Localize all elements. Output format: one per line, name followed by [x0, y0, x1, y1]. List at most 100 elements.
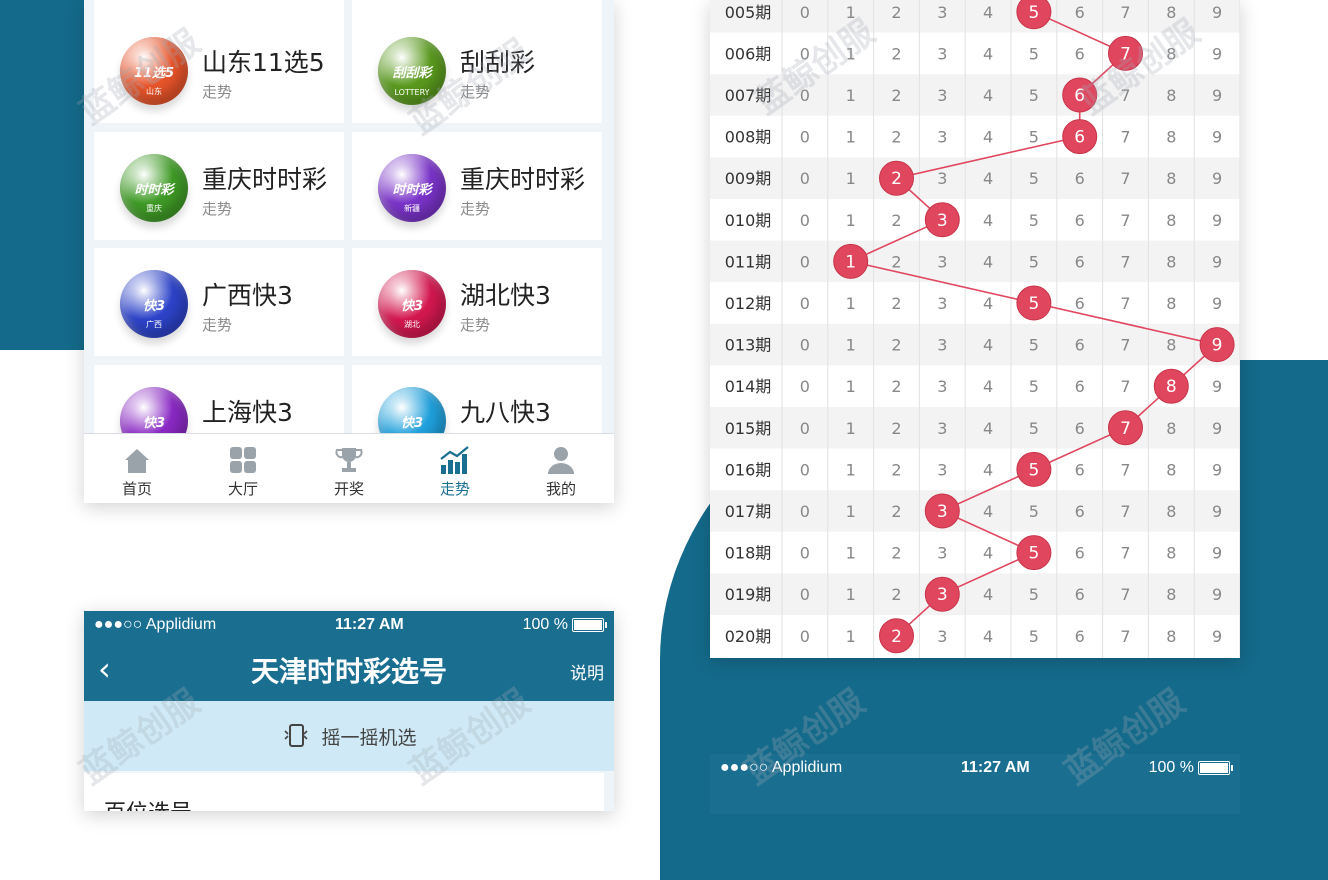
digit-cell: 1 — [846, 169, 856, 188]
digit-cell: 9 — [1212, 3, 1222, 22]
hit-number-ball — [1108, 410, 1143, 446]
digit-cell: 8 — [1166, 585, 1176, 604]
lottery-logo-icon: 刮刮彩 LOTTERY — [378, 37, 446, 105]
trend-link[interactable]: 走势 — [202, 83, 233, 101]
battery-indicator: 100 % — [523, 616, 607, 634]
hit-number: 6 — [1074, 128, 1085, 148]
digit-cell: 7 — [1120, 252, 1130, 271]
digit-cell: 4 — [983, 3, 993, 22]
digit-cell: 7 — [1120, 169, 1130, 188]
hit-number-ball — [1062, 77, 1098, 113]
period-label: 007期 — [725, 86, 772, 105]
tab-trophy[interactable]: 开奖 — [296, 434, 402, 503]
lottery-logo-text: 时时彩 — [392, 182, 432, 198]
digit-cell: 6 — [1075, 419, 1085, 438]
lottery-tile-partial[interactable] — [352, 0, 602, 16]
lottery-logo-region: 新疆 — [404, 204, 420, 213]
digit-cell: 0 — [800, 585, 810, 604]
lottery-tile[interactable]: 刮刮彩 LOTTERY 刮刮彩 走势 — [352, 15, 602, 123]
hit-number-ball — [879, 618, 914, 654]
digit-cell: 8 — [1166, 336, 1176, 355]
digit-cell: 0 — [800, 3, 810, 22]
hit-number: 3 — [937, 211, 948, 231]
lottery-logo-icon: 11选5 山东 — [120, 37, 188, 105]
digit-cell: 7 — [1120, 502, 1130, 521]
digit-cell: 9 — [1212, 169, 1222, 188]
digit-cell: 7 — [1120, 460, 1130, 479]
trend-link[interactable]: 走势 — [460, 200, 491, 218]
period-label: 016期 — [725, 460, 772, 479]
lottery-tile[interactable]: 快3 广西 广西快3 走势 — [94, 248, 344, 356]
hit-number-ball — [1062, 119, 1098, 155]
tab-grid[interactable]: 大厅 — [190, 434, 296, 503]
trend-link[interactable]: 走势 — [460, 83, 491, 101]
digit-cell: 4 — [983, 294, 993, 313]
tab-trend-chart[interactable]: 走势 — [402, 434, 508, 503]
hit-number-ball — [1153, 368, 1189, 404]
period-label: 005期 — [725, 3, 772, 22]
digit-cell: 2 — [891, 86, 901, 105]
trend-link[interactable]: 走势 — [460, 316, 491, 334]
tab-label: 大厅 — [227, 480, 258, 498]
back-chevron-icon[interactable]: ‹ — [98, 650, 111, 688]
lottery-title: 广西快3 — [202, 281, 293, 310]
digit-cell: 3 — [937, 377, 947, 396]
digit-cell: 1 — [846, 585, 856, 604]
lottery-tile[interactable]: 11选5 山东 山东11选5 走势 — [94, 15, 344, 123]
digit-cell: 1 — [846, 627, 856, 646]
period-label: 012期 — [725, 294, 772, 313]
tab-user[interactable]: 我的 — [508, 434, 614, 503]
digit-cell: 4 — [983, 86, 993, 105]
digit-cell: 6 — [1075, 252, 1085, 271]
lottery-tile[interactable]: 时时彩 新疆 重庆时时彩 走势 — [352, 132, 602, 240]
digit-cell: 5 — [1029, 627, 1039, 646]
help-button[interactable]: 说明 — [570, 664, 604, 684]
trend-link[interactable]: 走势 — [202, 316, 233, 334]
digit-cell: 1 — [846, 502, 856, 521]
digit-cell: 8 — [1166, 460, 1176, 479]
digit-cell: 8 — [1166, 44, 1176, 63]
shake-random-pick-button[interactable]: 摇一摇机选 — [84, 701, 614, 771]
hit-number-ball — [1016, 285, 1052, 321]
lottery-logo-region: 湖北 — [404, 320, 420, 329]
digit-cell: 3 — [937, 294, 947, 313]
digit-cell: 3 — [937, 252, 947, 271]
digit-cell: 2 — [891, 502, 901, 521]
trend-line — [848, 11, 1219, 637]
digit-cell: 1 — [846, 336, 856, 355]
digit-cell: 5 — [1029, 502, 1039, 521]
hit-number: 1 — [845, 252, 856, 272]
digit-cell: 8 — [1166, 86, 1176, 105]
digit-cell: 0 — [800, 128, 810, 147]
digit-cell: 3 — [937, 460, 947, 479]
tab-home[interactable]: 首页 — [84, 434, 190, 503]
digit-cell: 5 — [1029, 128, 1039, 147]
trend-link[interactable]: 走势 — [202, 200, 233, 218]
hit-number-ball — [1108, 35, 1143, 71]
hit-number-ball — [879, 160, 914, 196]
hit-number: 5 — [1028, 544, 1039, 564]
digit-cell: 7 — [1120, 86, 1130, 105]
digit-cell: 4 — [983, 544, 993, 563]
lottery-tile-partial[interactable] — [94, 0, 344, 16]
hit-number-ball — [1016, 0, 1052, 30]
digit-cell: 3 — [937, 544, 947, 563]
tab-label: 走势 — [439, 480, 470, 498]
digit-cell: 8 — [1166, 169, 1176, 188]
digit-cell: 5 — [1029, 419, 1039, 438]
lottery-logo-icon: 时时彩 新疆 — [378, 154, 446, 222]
digit-cell: 2 — [891, 128, 901, 147]
tab-label: 我的 — [545, 480, 576, 498]
digit-cell: 1 — [846, 294, 856, 313]
digit-cell: 6 — [1075, 294, 1085, 313]
trend-chart-icon — [439, 444, 471, 476]
digit-cell: 1 — [846, 86, 856, 105]
shake-phone-icon — [284, 724, 309, 747]
digit-cell: 3 — [937, 128, 947, 147]
lottery-tile[interactable]: 快3 湖北 湖北快3 走势 — [352, 248, 602, 356]
lottery-tile[interactable]: 时时彩 重庆 重庆时时彩 走势 — [94, 132, 344, 240]
digit-cell: 0 — [800, 86, 810, 105]
hit-number-ball — [924, 493, 960, 529]
trend-row — [710, 407, 1240, 449]
digit-cell: 6 — [1075, 44, 1085, 63]
